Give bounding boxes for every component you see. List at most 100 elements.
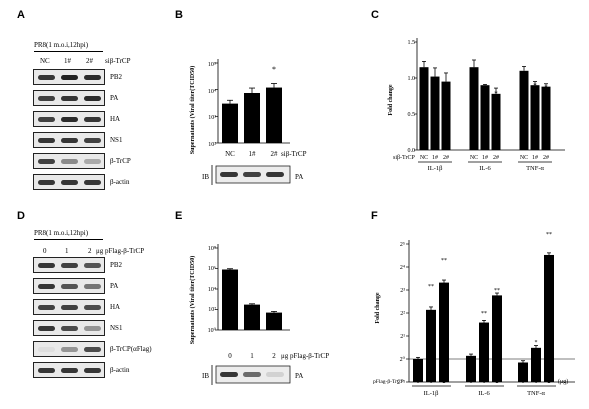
chart-e-ytick-4: 10² bbox=[208, 307, 216, 313]
chart-b-xtick-3: 2# bbox=[271, 150, 279, 158]
panel-a-band-6-1 bbox=[38, 180, 55, 185]
chart-e: Supernatants (Viral titer(TCID50) 10⁸ 10… bbox=[189, 244, 329, 385]
panel-a-band-1-2 bbox=[61, 75, 78, 80]
panel-d-blot-strip-2 bbox=[33, 278, 105, 294]
chart-e-xtick-1: 0 bbox=[228, 352, 232, 360]
chart-f-ytick-6: 2⁴ bbox=[400, 265, 405, 271]
panel-d-band-1-1 bbox=[38, 263, 55, 268]
chart-b-ytick-1: 10⁵ bbox=[208, 62, 216, 68]
chart-b-ib-label: IB bbox=[202, 173, 209, 181]
chart-e-ylabel: Supernatants (Viral titer(TCID50) bbox=[189, 256, 196, 344]
panel-d-blot-label-2: PA bbox=[110, 282, 119, 290]
chart-e-treatment: μg pFlag-β-TrCP bbox=[281, 352, 329, 360]
panel-d-header: PR8(1 m.o.i,12hpi) bbox=[34, 229, 89, 237]
chart-c-row-prefix: siβ-TrCP bbox=[393, 155, 416, 161]
panel-d-lane-2: 1 bbox=[65, 247, 69, 255]
chart-e-blot-band-1 bbox=[220, 372, 238, 377]
chart-f-bar-9 bbox=[544, 254, 554, 382]
panel-d-band-1-3 bbox=[84, 263, 101, 268]
chart-f-bar-5 bbox=[479, 322, 489, 382]
panel-a-band-2-2 bbox=[61, 96, 78, 101]
panel-d-band-5-3 bbox=[84, 347, 101, 352]
chart-f-ytick-1: 2⁻¹ bbox=[397, 380, 405, 386]
panel-a-lane-3: 2# bbox=[86, 57, 93, 65]
chart-b-bar-1 bbox=[222, 103, 238, 143]
panel-a-blot-label-5: β-TrCP bbox=[110, 157, 131, 165]
chart-c-lane-8: 1# bbox=[532, 155, 538, 161]
chart-c-lane-6: 2# bbox=[493, 155, 499, 161]
panel-a-band-6-3 bbox=[84, 180, 101, 185]
panel-letter-b: B bbox=[175, 9, 183, 21]
panel-a-blot-strip-4 bbox=[33, 132, 105, 148]
chart-c-bar-8 bbox=[530, 85, 540, 150]
panel-d-blot-strip-5 bbox=[33, 341, 105, 357]
chart-c-ytick-2: 0.5 bbox=[408, 112, 416, 118]
panel-d-blot-strip-6 bbox=[33, 362, 105, 378]
panel-a-lane-2: 1# bbox=[64, 57, 71, 65]
panel-a-band-1-1 bbox=[38, 75, 55, 80]
chart-f-significance-2: ** bbox=[441, 258, 447, 264]
chart-f-ylabel: Fold change bbox=[375, 292, 381, 324]
panel-a-band-5-3 bbox=[84, 159, 101, 164]
panel-d-band-5-2 bbox=[61, 347, 78, 352]
chart-c-group-3: TNF-α bbox=[526, 165, 544, 172]
chart-f-ytick-2: 2⁰ bbox=[400, 356, 406, 363]
chart-f-significance-1: ** bbox=[428, 284, 434, 290]
panel-a-lane-1: NC bbox=[40, 57, 50, 65]
panel-d-header-rule bbox=[34, 239, 103, 240]
chart-b-blot-band-1 bbox=[220, 172, 238, 177]
chart-c-bar-9 bbox=[541, 86, 551, 150]
panel-letter-f: F bbox=[371, 210, 378, 222]
chart-f: Fold change 2⁻¹ 2⁰ 2¹ 2² 2³ 2⁴ 2⁵ pFlag-… bbox=[373, 232, 575, 397]
panel-d-band-4-2 bbox=[61, 326, 78, 331]
chart-e-ytick-2: 10⁶ bbox=[208, 266, 216, 272]
panel-d-band-3-3 bbox=[84, 305, 101, 310]
chart-e-bar-2 bbox=[244, 304, 260, 330]
chart-b-ytick-3: 10³ bbox=[208, 115, 216, 121]
chart-b-blot-label: PA bbox=[295, 173, 303, 181]
panel-a-blot-label-6: β-actin bbox=[110, 178, 130, 186]
panel-d-band-5-1 bbox=[38, 347, 55, 352]
panel-a-band-3-1 bbox=[38, 117, 55, 122]
chart-f-significance-3: ** bbox=[481, 311, 487, 317]
panel-d-band-2-1 bbox=[38, 284, 55, 289]
chart-b-bar-3 bbox=[266, 87, 282, 143]
chart-c-lane-7: NC bbox=[520, 155, 528, 161]
panel-d-treatment: μg pFlag-β-TrCP bbox=[96, 247, 145, 255]
chart-c-ytick-3: 1.0 bbox=[408, 76, 416, 82]
panel-d-blot-strip-1 bbox=[33, 257, 105, 273]
chart-f-ytick-4: 2² bbox=[400, 311, 405, 317]
panel-a-blot-strip-1 bbox=[33, 69, 105, 85]
panel-a-band-4-1 bbox=[38, 138, 55, 143]
chart-c-lane-2: 1# bbox=[432, 155, 438, 161]
chart-c: Fold change 0.0 0.5 1.0 1.5 siβ-TrCP NC … bbox=[388, 38, 565, 172]
panel-a-blot-strip-2 bbox=[33, 90, 105, 106]
chart-c-ytick-1: 0.0 bbox=[408, 148, 416, 154]
chart-f-bar-6 bbox=[492, 295, 502, 382]
panel-a-header: PR8(1 m.o.i,12hpi) bbox=[34, 41, 89, 49]
panel-letter-d: D bbox=[17, 210, 25, 222]
panel-d-lane-1: 0 bbox=[43, 247, 47, 255]
chart-f-significance-6: ** bbox=[546, 232, 552, 238]
chart-e-xtick-3: 2 bbox=[272, 352, 276, 360]
chart-c-bar-2 bbox=[430, 76, 440, 150]
chart-c-bar-5 bbox=[480, 85, 490, 150]
chart-e-blot-label: PA bbox=[295, 372, 303, 380]
chart-f-unit: (μg) bbox=[558, 378, 568, 385]
chart-e-blot-band-3 bbox=[266, 372, 284, 377]
chart-f-group-1: IL-1β bbox=[424, 390, 440, 397]
panel-d-blot-label-3: HA bbox=[110, 303, 121, 311]
panel-a-blot-strip-3 bbox=[33, 111, 105, 127]
chart-c-bar-7 bbox=[519, 70, 529, 150]
chart-c-bar-3 bbox=[441, 81, 451, 150]
panel-a-blot-label-4: NS1 bbox=[110, 136, 123, 144]
panel-d-blot-label-4: NS1 bbox=[110, 324, 123, 332]
chart-e-ib-label: IB bbox=[202, 372, 209, 380]
chart-b-xtick-1: NC bbox=[225, 150, 235, 158]
chart-f-significance-5: * bbox=[535, 340, 538, 346]
chart-e-bar-3 bbox=[266, 312, 282, 330]
chart-f-group-2: IL-6 bbox=[478, 390, 490, 397]
panel-a-blot-label-3: HA bbox=[110, 115, 121, 123]
panel-a-band-5-2 bbox=[61, 159, 78, 164]
chart-b-bar-2 bbox=[244, 92, 260, 143]
